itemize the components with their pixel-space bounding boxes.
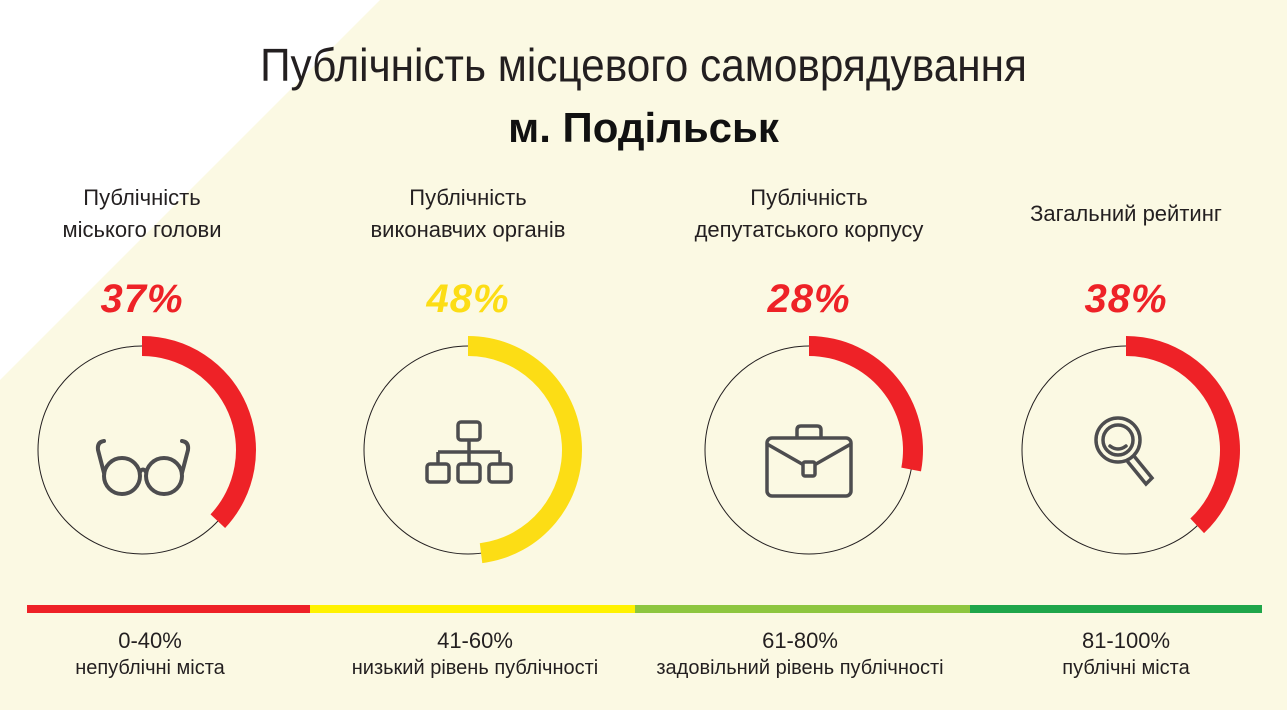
scale-range-label: 0-40% bbox=[118, 628, 182, 653]
metric-label: Загальний рейтинг bbox=[976, 198, 1276, 230]
donut-chart-deputies bbox=[704, 336, 923, 555]
metric-value: 48% bbox=[426, 277, 510, 321]
scale-band-light-green bbox=[635, 605, 970, 613]
metric-label: Публічність виконавчих органів bbox=[318, 182, 618, 246]
metric-label-line1: Публічність bbox=[750, 185, 868, 210]
donut-arc bbox=[142, 336, 256, 529]
org-chart-icon bbox=[425, 420, 513, 484]
metric-label: Публічність депутатського корпусу bbox=[659, 182, 959, 246]
scale-band-red bbox=[27, 605, 310, 613]
donut-chart-executive bbox=[363, 336, 583, 564]
scale-description: публічні міста bbox=[1062, 657, 1190, 679]
metric-label: Публічність міського голови bbox=[0, 182, 292, 246]
metric-label-line1: Публічність bbox=[409, 185, 527, 210]
donut-chart-overall bbox=[1021, 336, 1240, 555]
metric-label-line1: Публічність bbox=[83, 185, 201, 210]
metric-label-line1: Загальний рейтинг bbox=[1030, 201, 1222, 226]
metric-value: 38% bbox=[1084, 277, 1168, 321]
publicity-scale: 0-40% непублічні міста 41-60% низький рі… bbox=[0, 600, 1287, 710]
scale-description: низький рівень публічності bbox=[351, 657, 599, 679]
magnifier-icon bbox=[1094, 416, 1155, 487]
scale-description: непублічні міста bbox=[75, 657, 225, 679]
donut-arc bbox=[468, 336, 583, 564]
metric-value: 37% bbox=[100, 277, 184, 321]
page-subtitle: м. Подільськ bbox=[508, 104, 779, 151]
briefcase-icon bbox=[765, 424, 853, 498]
metric-label-line2: міського голови bbox=[62, 217, 222, 242]
scale-range-label: 61-80% bbox=[762, 628, 838, 653]
scale-range-label: 41-60% bbox=[437, 628, 513, 653]
scale-description: задовільний рівень публічності bbox=[656, 657, 944, 679]
scale-band-green bbox=[970, 605, 1262, 613]
metric-executive: Публічність виконавчих органів 48% bbox=[318, 180, 618, 580]
donut-chart-mayor bbox=[37, 336, 256, 555]
donut-arc bbox=[809, 336, 923, 472]
page-title: Публічність місцевого самоврядування bbox=[260, 39, 1027, 91]
donut-arc bbox=[1126, 336, 1240, 534]
metric-mayor: Публічність міського голови 37% bbox=[0, 180, 292, 580]
scale-range-label: 81-100% bbox=[1081, 628, 1171, 653]
scale-band-yellow bbox=[310, 605, 635, 613]
metric-label-line2: виконавчих органів bbox=[370, 217, 566, 242]
metric-deputies: Публічність депутатського корпусу 28% bbox=[659, 180, 959, 580]
metric-value: 28% bbox=[767, 277, 851, 321]
metric-label-line2: депутатського корпусу bbox=[694, 217, 924, 242]
glasses-icon bbox=[95, 439, 191, 496]
metric-overall: Загальний рейтинг 38% bbox=[976, 180, 1276, 580]
